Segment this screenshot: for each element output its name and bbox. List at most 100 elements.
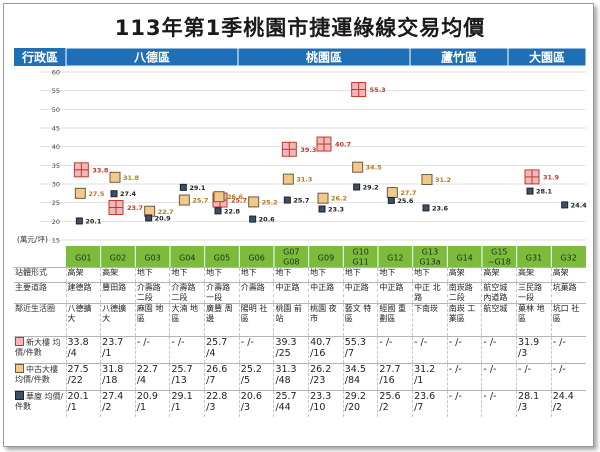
station-label: G13: [422, 248, 438, 257]
marker-shape: [214, 207, 222, 215]
price-markers: 33.8 23.7 25.7 39.3 40.7 55.3 31.9 27.5 31.8 22.7…: [73, 82, 587, 225]
data-label-mid: 31.2: [435, 176, 451, 184]
table-cell-mid: 31.2 /1: [412, 363, 448, 391]
station-label: G10: [352, 248, 368, 257]
table-row-mid: 中古大樓 均價/件數 27.5 /22 31.8 /18 22.7 /4 25.7 /1…: [14, 363, 586, 391]
table-cell-type: 地下: [342, 267, 378, 283]
row-label-text: 鄰近生活圈: [15, 304, 55, 314]
table-body: 站體形式 高架 高架 地下 地下 地下 地下 地下 地下 地下 地下 地下 高架 高架 高架 高架 主要道路 建德…: [14, 267, 586, 417]
data-label-new: 31.9: [543, 173, 560, 181]
table-row-area: 鄰近生活圈 八德擴大 八德擴大 麻園 地區 大湳 地區 廣豐 周邊 陽明 社區 桃園 前站 桃園…: [14, 303, 586, 337]
marker-shape: [386, 187, 398, 199]
y-tick-label: 55: [52, 87, 60, 95]
table-cell-old: - /-: [446, 390, 482, 417]
marker-mid-G01: 27.5: [74, 187, 105, 199]
table-cell-road: 中正路: [342, 282, 378, 304]
y-tick-label: 40: [52, 143, 60, 151]
marker-old-G07: 25.7: [283, 196, 309, 205]
table-cell-area: 麻園 地區: [134, 303, 170, 337]
table-cell-road: 中正路: [273, 282, 309, 304]
marker-old-G01: 20.1: [75, 217, 102, 225]
marker-old-G10: 29.2: [353, 183, 379, 191]
marker-shape: [317, 192, 329, 204]
table-cell-old: 22.8 /3: [204, 390, 240, 417]
marker-old-G32: 24.4: [561, 201, 587, 209]
table-cell-road: 中正路: [308, 282, 344, 304]
table-cell-area: 桃園 夜市: [308, 303, 344, 337]
data-label-old: 22.8: [224, 207, 241, 215]
table-cell-area: 大湳 地區: [169, 303, 205, 337]
station-label: G08: [283, 258, 299, 267]
station-label: G31: [526, 254, 542, 263]
marker-old-G04: 29.1: [179, 183, 206, 192]
table-cell-old: 24.4 /2: [550, 390, 586, 417]
table-cell-road: 建德路: [65, 282, 101, 304]
data-label-mid: 31.8: [123, 174, 140, 182]
table-cell-type: 高架: [65, 267, 101, 283]
table-cell-area: 航空城: [481, 303, 517, 337]
table-cell-new: - /-: [412, 336, 448, 364]
table-cell-mid: 34.5 /84: [342, 363, 378, 391]
table-cell-old: - /-: [481, 390, 517, 417]
marker-mid-G02: 31.8: [109, 171, 140, 183]
data-label-mid: 31.3: [296, 176, 312, 184]
table-cell-road: 介壽路 二段: [169, 282, 205, 304]
row-label-new: 新大樓 均價/件數: [14, 336, 66, 364]
marker-shape: [249, 215, 257, 223]
table-cell-area: 廣豐 周邊: [204, 303, 240, 337]
y-tick-label: 20: [52, 218, 60, 226]
station-label: G13a: [419, 258, 440, 267]
marker-shape: [109, 171, 121, 183]
table-cell-type: 地下: [238, 267, 274, 283]
station-label: G02: [110, 254, 126, 263]
marker-shape: [526, 187, 534, 195]
chart-title: 113年第1季桃園市捷運綠線交易均價: [114, 16, 486, 40]
data-label-mid: 25.7: [192, 197, 208, 205]
table-cell-road: 介壽路 一段: [204, 282, 240, 304]
data-label-mid: 27.7: [400, 189, 416, 197]
data-label-mid: 25.2: [262, 198, 278, 206]
marker-new-G01: 33.8: [73, 162, 109, 178]
district-dayuan: 大園區: [529, 50, 565, 65]
marker-shape: [179, 183, 187, 191]
marker-new-G09: 40.7: [316, 136, 351, 152]
marker-shape: [422, 204, 430, 212]
station-label: G03: [144, 254, 160, 263]
data-label-old: 25.7: [293, 197, 309, 205]
table-cell-old: 23.3 /10: [308, 390, 344, 417]
table-cell-road: 航空城 內道路: [481, 282, 517, 304]
marker-old-G02: 27.4: [110, 190, 137, 198]
table-cell-type: 地下: [273, 267, 309, 283]
station-label: G01: [75, 254, 91, 263]
marker-shape: [75, 217, 83, 225]
table-cell-type: 高架: [100, 267, 136, 283]
chart-svg: 行政區 八德區 桃園區 蘆竹區 大園區 15 20 25 30 35 40 45 50 55 60…: [14, 47, 587, 268]
table-cell-type: 地下: [308, 267, 344, 283]
station-label: G09: [318, 254, 334, 263]
table-cell-type: 高架: [446, 267, 482, 283]
row-label-text: 站體形式: [15, 268, 47, 278]
y-gridlines: [40, 71, 586, 241]
data-label-mid: 27.5: [88, 190, 105, 198]
marker-old-G09: 23.3: [318, 205, 344, 214]
table-row-new: 新大樓 均價/件數 33.8 /4 23.7 /1- /- - /- 25.7 /4- …: [14, 336, 586, 364]
marker-mid-G09: 26.2: [317, 192, 347, 204]
y-tick-label: 25: [52, 199, 60, 207]
station-label: G05: [214, 254, 230, 263]
table-cell-new: 40.7 /16: [308, 336, 344, 364]
data-label-old: 20.6: [259, 216, 276, 224]
row-label-type: 站體形式: [14, 267, 66, 283]
marker-shape: [387, 196, 395, 204]
marker-shape: [248, 196, 260, 208]
legend-marker-mid: [15, 364, 24, 373]
table-cell-old: 20.6 /3: [238, 390, 274, 417]
table-cell-old: 25.7 /44: [273, 390, 309, 417]
table-cell-mid: 25.7 /13: [169, 363, 205, 391]
data-label-new: 25.7: [231, 197, 247, 205]
table-cell-type: 地下: [169, 267, 205, 283]
table-cell-mid: 25.2 /5: [238, 363, 274, 391]
data-label-old: 20.1: [85, 217, 102, 225]
table-cell-type: 地下: [412, 267, 448, 283]
y-tick-label: 60: [52, 69, 60, 77]
marker-old-G06: 20.6: [249, 215, 276, 224]
